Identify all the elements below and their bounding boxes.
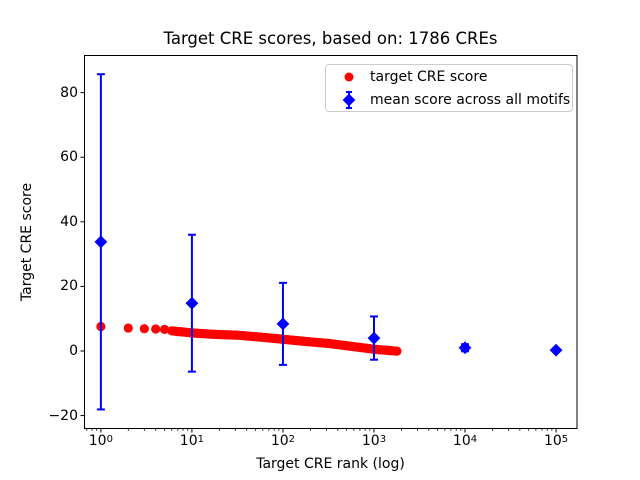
- x-tick-label: 101: [179, 433, 205, 449]
- red-dot-marker-icon: [339, 67, 359, 87]
- y-tick-label: 80: [60, 84, 78, 101]
- y-tick-label: 40: [60, 213, 78, 230]
- blue-diamond-errorbar-icon: [339, 90, 359, 110]
- y-tick-label: 20: [60, 278, 78, 295]
- blue-diamond-marker: [276, 317, 290, 331]
- blue-diamond-marker: [94, 235, 108, 249]
- errorbar-cap-icon: [346, 106, 352, 109]
- blue-diamond-marker: [185, 296, 199, 310]
- y-tick-label: 0: [69, 342, 78, 359]
- legend-label-mean-score: mean score across all motifs: [370, 91, 571, 108]
- blue-diamond-marker: [458, 341, 472, 355]
- x-tick-exponent: 1: [197, 434, 205, 445]
- x-tick-label: 100: [88, 433, 113, 449]
- target-score-series: [96, 321, 402, 356]
- x-tick-label: 105: [543, 433, 569, 449]
- red-dot: [139, 324, 149, 334]
- y-axis-ticks: [80, 92, 85, 417]
- y-tick-label: −20: [48, 407, 78, 424]
- x-tick-label: 102: [270, 433, 296, 449]
- mean-score-series: [94, 73, 563, 411]
- errorbar-cap-icon: [346, 90, 352, 93]
- x-tick-exponent: 4: [470, 434, 478, 445]
- x-tick-exponent: 3: [379, 434, 387, 445]
- red-dot: [392, 346, 402, 356]
- x-axis-label: Target CRE rank (log): [256, 456, 405, 472]
- legend: target CRE score mean score across all m…: [325, 64, 573, 112]
- x-tick-label: 104: [452, 433, 478, 449]
- legend-row-target-score: target CRE score: [326, 66, 572, 87]
- y-tick-label: 60: [60, 149, 78, 166]
- blue-diamond-marker: [367, 331, 381, 345]
- axes: [80, 55, 578, 433]
- x-axis-ticks: [86, 428, 557, 433]
- x-tick-exponent: 2: [288, 434, 296, 445]
- legend-label-target-score: target CRE score: [370, 68, 488, 85]
- x-tick-exponent: 5: [561, 434, 569, 445]
- x-tick-label: 103: [361, 433, 387, 449]
- chart-title: Target CRE scores, based on: 1786 CREs: [163, 29, 498, 48]
- blue-diamond-icon: [342, 93, 356, 106]
- red-dot: [159, 324, 170, 334]
- blue-diamond-marker: [549, 343, 563, 357]
- red-dot: [151, 324, 161, 334]
- x-tick-exponent: 0: [106, 434, 113, 445]
- legend-row-mean-score: mean score across all motifs: [326, 89, 572, 110]
- y-axis-label: Target CRE score: [19, 182, 35, 302]
- red-dot: [123, 323, 133, 333]
- red-dot-icon: [344, 72, 354, 81]
